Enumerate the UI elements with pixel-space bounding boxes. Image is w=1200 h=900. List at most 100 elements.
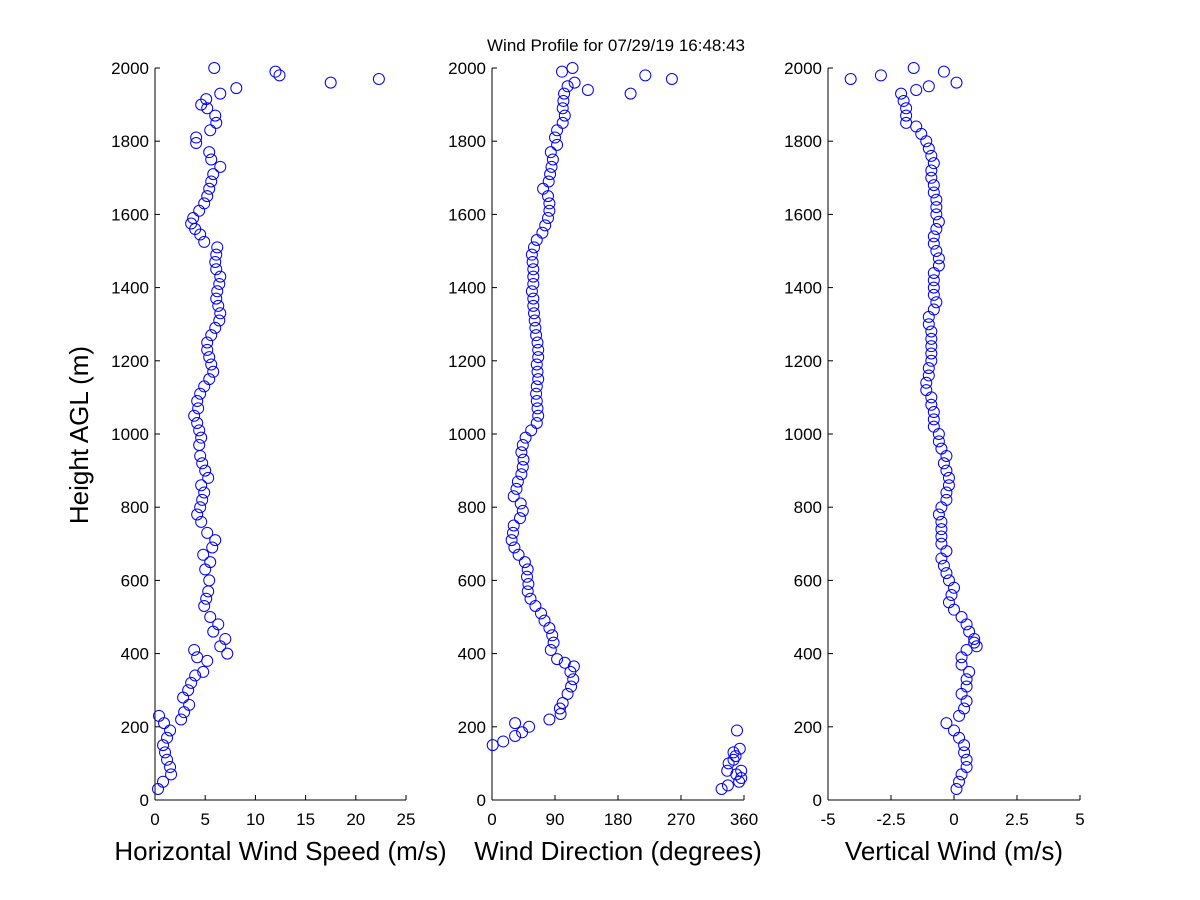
data-point (927, 288, 940, 301)
data-point (937, 559, 950, 572)
data-point (219, 632, 232, 645)
data-point (940, 464, 953, 477)
data-point (542, 212, 554, 225)
data-point (932, 435, 945, 448)
data-point (963, 665, 976, 678)
data-point (198, 235, 211, 248)
data-point (497, 735, 510, 748)
y-tick-label: 2000 (111, 59, 149, 78)
data-point (935, 523, 948, 536)
y-tick-label: 1800 (111, 132, 149, 151)
data-point (273, 69, 286, 82)
data-point (940, 449, 953, 462)
data-point (538, 614, 551, 627)
data-point (194, 387, 207, 400)
data-point (543, 713, 556, 726)
data-point (509, 729, 522, 742)
data-point (530, 358, 543, 371)
data-point (193, 438, 206, 451)
x-tick-label: 270 (667, 810, 695, 829)
data-point (210, 292, 223, 305)
data-point (547, 636, 560, 649)
data-point (528, 241, 540, 254)
data-point (528, 307, 540, 320)
data-point (927, 281, 940, 294)
data-point (230, 82, 243, 95)
data-point (922, 80, 935, 93)
data-point (925, 171, 938, 184)
data-point (925, 149, 938, 162)
y-tick-label: 1200 (784, 352, 822, 371)
x-tick-label: 20 (346, 810, 365, 829)
data-point (194, 449, 207, 462)
data-point (715, 783, 728, 796)
data-point (191, 508, 204, 521)
y-tick-label: 1200 (111, 352, 149, 371)
data-point (727, 753, 740, 766)
data-point (525, 248, 538, 261)
data-point (525, 285, 538, 298)
data-point (935, 501, 948, 514)
x-tick-label: 2.5 (1005, 810, 1029, 829)
data-point (960, 680, 973, 693)
data-point (164, 724, 177, 737)
data-point (922, 362, 935, 375)
data-point (214, 307, 227, 320)
data-point (930, 208, 943, 221)
data-point (561, 80, 574, 93)
data-point (530, 329, 543, 342)
data-point (910, 120, 923, 133)
y-tick-label: 1600 (111, 205, 149, 224)
data-point (178, 706, 191, 719)
y-tick-label: 400 (121, 645, 149, 664)
data-point (566, 62, 579, 74)
data-point (510, 482, 523, 495)
x-tick-label: 0 (150, 810, 159, 829)
data-point (568, 76, 581, 89)
data-point (200, 592, 213, 605)
data-point (201, 190, 214, 203)
data-point (190, 131, 203, 144)
data-point (958, 702, 971, 715)
data-point (927, 157, 940, 170)
panel-speed: 0 200 400 600 800 1000 1200 1400 1600 1800 2000 0 5 1… (111, 59, 447, 866)
data-point (514, 497, 527, 510)
data-point (950, 76, 963, 89)
data-point (201, 526, 214, 539)
data-point (935, 515, 948, 528)
data-point (214, 270, 227, 283)
data-point (507, 519, 520, 532)
data-point (524, 592, 537, 605)
data-point (512, 548, 525, 561)
data-point (556, 65, 568, 78)
data-point (185, 217, 198, 230)
data-point (204, 124, 217, 137)
data-point (731, 724, 743, 737)
data-point (968, 636, 981, 649)
data-point (925, 332, 938, 345)
data-point (530, 234, 543, 247)
data-point (164, 761, 177, 774)
data-point (527, 270, 540, 283)
data-point (530, 387, 543, 400)
data-point (927, 413, 940, 426)
data-point (527, 277, 540, 290)
data-point (532, 351, 545, 364)
data-point (960, 673, 973, 686)
data-point (532, 343, 545, 356)
data-point (153, 709, 166, 722)
data-point (210, 116, 223, 129)
data-point (940, 486, 953, 499)
y-tick-label: 0 (813, 791, 822, 810)
x-axis-label-speed: Horizontal Wind Speed (m/s) (114, 836, 446, 866)
data-point (895, 87, 908, 100)
data-point (209, 321, 222, 334)
data-point (958, 739, 971, 752)
data-point (204, 556, 217, 569)
data-point (940, 545, 953, 558)
data-point (214, 160, 227, 173)
data-point (515, 468, 528, 481)
data-point (558, 109, 571, 122)
data-point (953, 731, 966, 744)
